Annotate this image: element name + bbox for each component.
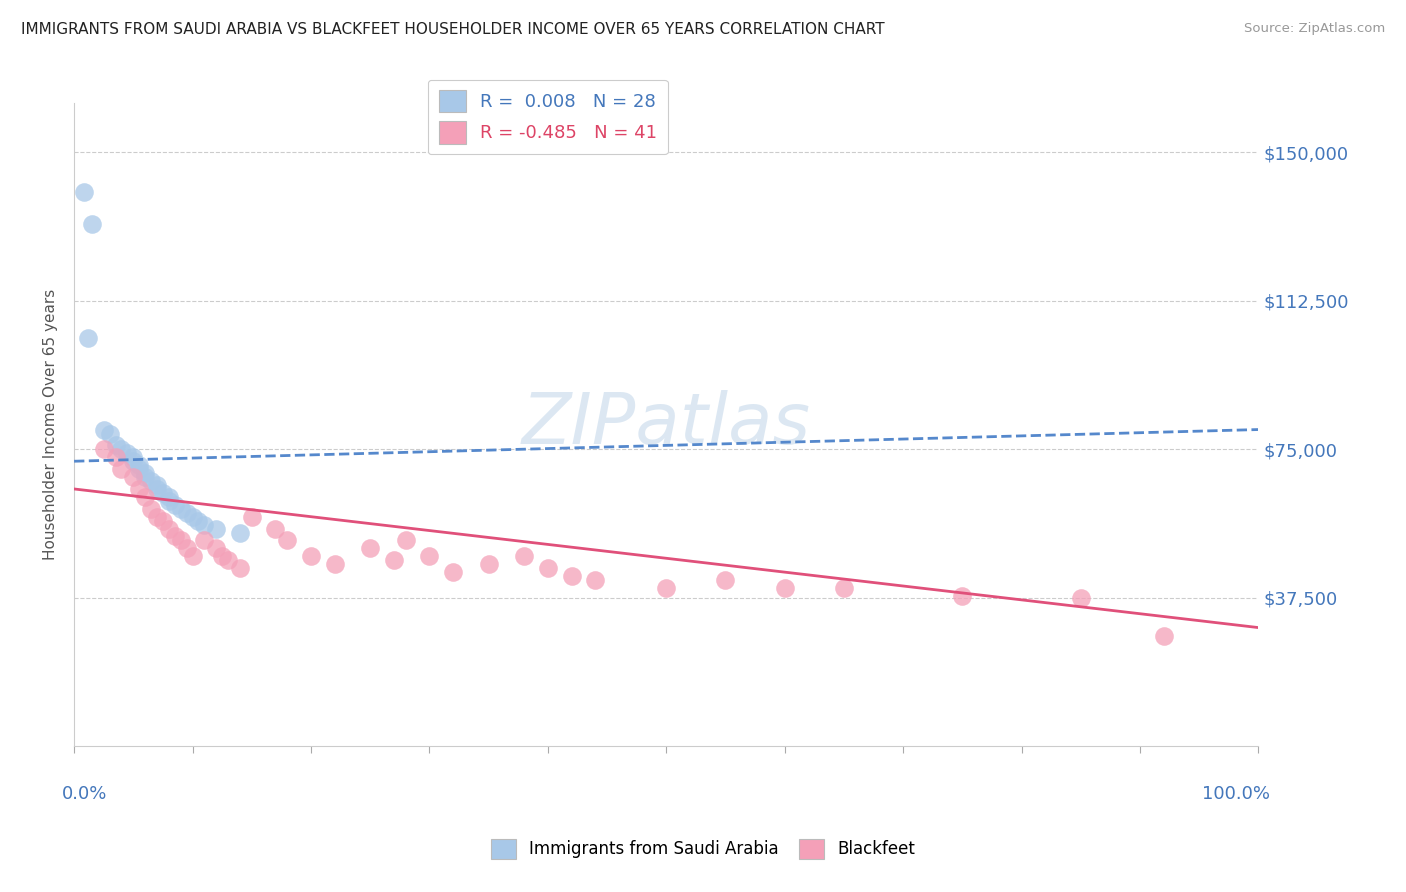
Point bbox=[950, 589, 973, 603]
Y-axis label: Householder Income Over 65 years: Householder Income Over 65 years bbox=[44, 289, 58, 560]
Point bbox=[176, 541, 198, 556]
Legend: Immigrants from Saudi Arabia, Blackfeet: Immigrants from Saudi Arabia, Blackfeet bbox=[484, 832, 922, 866]
Point bbox=[134, 470, 156, 484]
Text: 0.0%: 0.0% bbox=[62, 785, 108, 803]
Point bbox=[1153, 628, 1175, 642]
Point bbox=[193, 533, 215, 548]
Point bbox=[217, 553, 239, 567]
Text: 100.0%: 100.0% bbox=[1202, 785, 1270, 803]
Point bbox=[205, 522, 228, 536]
Point bbox=[832, 581, 855, 595]
Point bbox=[276, 533, 298, 548]
Point bbox=[187, 514, 209, 528]
Point bbox=[773, 581, 796, 595]
Point bbox=[146, 478, 169, 492]
Text: IMMIGRANTS FROM SAUDI ARABIA VS BLACKFEET HOUSEHOLDER INCOME OVER 65 YEARS CORRE: IMMIGRANTS FROM SAUDI ARABIA VS BLACKFEE… bbox=[21, 22, 884, 37]
Point bbox=[560, 569, 582, 583]
Text: Source: ZipAtlas.com: Source: ZipAtlas.com bbox=[1244, 22, 1385, 36]
Point bbox=[418, 549, 440, 564]
Point bbox=[122, 450, 145, 465]
Point bbox=[104, 438, 127, 452]
Point bbox=[104, 450, 127, 465]
Point bbox=[264, 522, 287, 536]
Point bbox=[77, 331, 100, 345]
Point bbox=[93, 423, 115, 437]
Point bbox=[163, 498, 186, 512]
Point bbox=[513, 549, 536, 564]
Point bbox=[128, 458, 150, 473]
Point bbox=[181, 509, 204, 524]
Point bbox=[181, 549, 204, 564]
Point bbox=[176, 506, 198, 520]
Point bbox=[299, 549, 322, 564]
Point bbox=[146, 509, 169, 524]
Text: ZIPatlas: ZIPatlas bbox=[522, 390, 811, 459]
Point bbox=[170, 533, 193, 548]
Point bbox=[72, 185, 94, 199]
Point bbox=[441, 565, 464, 579]
Point bbox=[122, 454, 145, 468]
Point bbox=[110, 462, 132, 476]
Point bbox=[163, 529, 186, 543]
Point bbox=[117, 446, 139, 460]
Point bbox=[134, 490, 156, 504]
Point bbox=[80, 217, 103, 231]
Point bbox=[128, 462, 150, 476]
Point bbox=[152, 486, 174, 500]
Point bbox=[211, 549, 233, 564]
Point bbox=[93, 442, 115, 457]
Point bbox=[382, 553, 405, 567]
Point bbox=[240, 509, 263, 524]
Point bbox=[359, 541, 381, 556]
Point bbox=[98, 426, 121, 441]
Point bbox=[134, 466, 156, 480]
Point bbox=[714, 573, 737, 587]
Point bbox=[139, 501, 162, 516]
Point bbox=[655, 581, 678, 595]
Point bbox=[395, 533, 418, 548]
Point bbox=[157, 490, 180, 504]
Point bbox=[537, 561, 560, 575]
Point bbox=[122, 470, 145, 484]
Point bbox=[1070, 591, 1092, 605]
Legend: R =  0.008   N = 28, R = -0.485   N = 41: R = 0.008 N = 28, R = -0.485 N = 41 bbox=[427, 79, 668, 154]
Point bbox=[229, 525, 252, 540]
Point bbox=[152, 514, 174, 528]
Point bbox=[157, 522, 180, 536]
Point bbox=[157, 493, 180, 508]
Point bbox=[583, 573, 606, 587]
Point bbox=[128, 482, 150, 496]
Point bbox=[139, 474, 162, 488]
Point bbox=[170, 501, 193, 516]
Point bbox=[323, 558, 346, 572]
Point bbox=[110, 442, 132, 457]
Point bbox=[193, 517, 215, 532]
Point bbox=[146, 482, 169, 496]
Point bbox=[205, 541, 228, 556]
Point bbox=[478, 558, 501, 572]
Point bbox=[229, 561, 252, 575]
